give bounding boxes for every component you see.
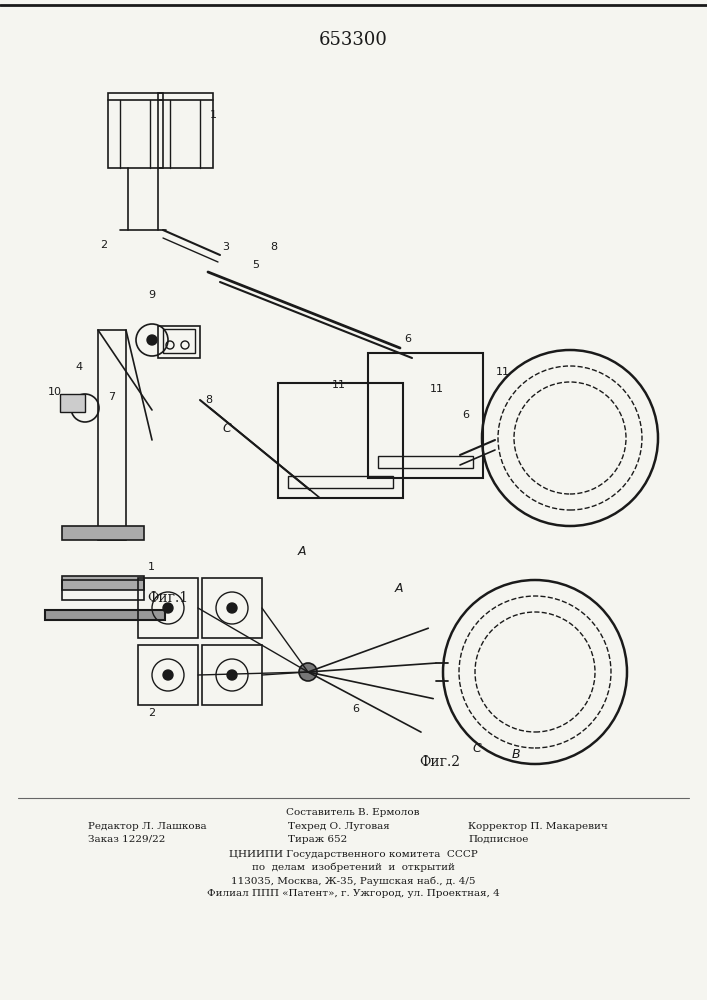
Text: 11: 11 <box>332 380 346 390</box>
Text: ЦНИИПИ Государственного комитета  СССР: ЦНИИПИ Государственного комитета СССР <box>228 850 477 859</box>
Text: 2: 2 <box>148 708 155 718</box>
Text: C: C <box>472 742 481 755</box>
Bar <box>138 645 198 705</box>
Text: Составитель В. Ермолов: Составитель В. Ермолов <box>286 808 420 817</box>
Text: A: A <box>395 582 404 595</box>
Text: 7: 7 <box>108 392 115 402</box>
Text: 5: 5 <box>252 260 259 270</box>
Bar <box>138 578 198 638</box>
Text: Подписное: Подписное <box>468 835 528 844</box>
Bar <box>278 383 403 498</box>
Text: 1: 1 <box>210 110 217 120</box>
Bar <box>158 326 200 358</box>
Text: 6: 6 <box>404 334 411 344</box>
Text: 8: 8 <box>270 242 277 252</box>
Bar <box>368 353 483 478</box>
Bar <box>202 578 262 638</box>
Bar <box>62 576 144 590</box>
Text: Тираж 652: Тираж 652 <box>288 835 347 844</box>
Text: 11: 11 <box>496 367 510 377</box>
Bar <box>62 526 144 540</box>
Text: 6: 6 <box>352 704 359 714</box>
Text: A: A <box>298 545 307 558</box>
Circle shape <box>147 335 157 345</box>
Text: 9: 9 <box>148 290 155 300</box>
Circle shape <box>227 670 237 680</box>
Text: B: B <box>512 748 520 761</box>
Text: 10: 10 <box>48 387 62 397</box>
Bar <box>108 93 163 168</box>
Bar <box>45 610 165 620</box>
Text: Техред О. Луговая: Техред О. Луговая <box>288 822 390 831</box>
Text: 1: 1 <box>148 562 155 572</box>
Text: Филиал ППП «Патент», г. Ужгород, ул. Проектная, 4: Филиал ППП «Патент», г. Ужгород, ул. Про… <box>206 889 499 898</box>
Bar <box>158 93 213 168</box>
Text: 8: 8 <box>205 395 212 405</box>
Text: 6: 6 <box>462 410 469 420</box>
Text: 113035, Москва, Ж-35, Раушская наб., д. 4/5: 113035, Москва, Ж-35, Раушская наб., д. … <box>230 876 475 886</box>
Text: Фиг.2: Фиг.2 <box>419 755 460 769</box>
Text: 653300: 653300 <box>319 31 387 49</box>
Text: по  делам  изобретений  и  открытий: по делам изобретений и открытий <box>252 863 455 872</box>
Bar <box>98 330 126 540</box>
Text: 4: 4 <box>75 362 82 372</box>
Circle shape <box>163 603 173 613</box>
Bar <box>378 456 473 468</box>
Circle shape <box>163 670 173 680</box>
Text: Фиг.1: Фиг.1 <box>148 591 189 605</box>
Bar <box>202 645 262 705</box>
Text: Редактор Л. Лашкова: Редактор Л. Лашкова <box>88 822 206 831</box>
Text: Корректор П. Макаревич: Корректор П. Макаревич <box>468 822 608 831</box>
Bar <box>163 329 195 353</box>
Text: 2: 2 <box>100 240 107 250</box>
Bar <box>62 580 144 600</box>
Text: 11: 11 <box>430 384 444 394</box>
Circle shape <box>299 663 317 681</box>
Text: Заказ 1229/22: Заказ 1229/22 <box>88 835 165 844</box>
Bar <box>288 476 393 488</box>
Circle shape <box>227 603 237 613</box>
Text: 3: 3 <box>222 242 229 252</box>
Text: C: C <box>222 422 230 435</box>
Bar <box>60 394 85 412</box>
